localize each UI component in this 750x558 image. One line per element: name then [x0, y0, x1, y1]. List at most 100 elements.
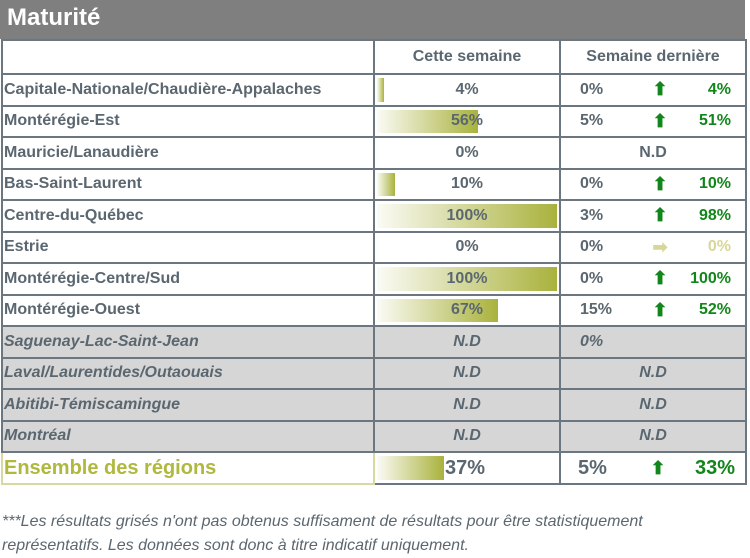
last-week-value: 0%: [580, 175, 604, 193]
progress-bar: [377, 204, 557, 228]
last-week-cell: 0%: [559, 325, 747, 359]
table-row: Montérégie-Ouest 67% 15% ⬆ 52%: [1, 293, 747, 327]
delta-value: 0%: [707, 238, 731, 256]
this-week-cell: N.D: [373, 388, 561, 422]
header-last-week: Semaine dernière: [559, 39, 747, 75]
this-week-value: N.D: [453, 395, 481, 413]
last-week-value: N.D: [639, 395, 667, 413]
progress-bar: [377, 456, 444, 480]
last-week-cell: 5% ⬆ 51%: [559, 104, 747, 138]
last-week-value: 0%: [580, 80, 604, 98]
this-week-value: 0%: [455, 238, 479, 256]
this-week-cell: N.D: [373, 356, 561, 390]
last-week-value: 0%: [580, 238, 604, 256]
table-row: Laval/Laurentides/Outaouais N.D N.D: [1, 356, 747, 390]
this-week-cell: 0%: [373, 136, 561, 170]
this-week-value: 4%: [455, 80, 479, 98]
header-region: [1, 39, 375, 75]
this-week-value: 67%: [450, 301, 484, 319]
this-week-cell: N.D: [373, 325, 561, 359]
this-week-cell: 100%: [373, 199, 561, 233]
last-week-cell: 3% ⬆ 98%: [559, 199, 747, 233]
this-week-cell: 37%: [373, 451, 561, 485]
this-week-cell: 4%: [373, 73, 561, 107]
arrow-right-icon: ➡: [652, 236, 668, 257]
this-week-value: N.D: [453, 427, 481, 445]
delta-value: 100%: [690, 269, 731, 287]
this-week-value: 56%: [450, 112, 484, 130]
progress-bar: [377, 78, 384, 102]
table-row: Estrie 0% 0% ➡ 0%: [1, 230, 747, 264]
last-week-value: N.D: [639, 427, 667, 445]
this-week-cell: 0%: [373, 230, 561, 264]
this-week-value: 10%: [450, 175, 484, 193]
last-week-group: 0%: [562, 328, 744, 356]
arrow-up-icon: ⬆: [652, 299, 668, 320]
page-title: Maturité: [7, 4, 101, 31]
last-week-group: 5% ⬆ 33%: [562, 454, 744, 482]
last-week-group: 15% ⬆ 52%: [562, 296, 744, 324]
this-week-cell: 56%: [373, 104, 561, 138]
last-week-cell: 0% ➡ 0%: [559, 230, 747, 264]
table-row: Montérégie-Centre/Sud 100% 0% ⬆ 100%: [1, 262, 747, 296]
table-row: Capitale-Nationale/Chaudière-Appalaches 4…: [1, 73, 747, 107]
this-week-value: 100%: [446, 206, 488, 224]
last-week-cell: N.D: [559, 388, 747, 422]
delta-value: 33%: [694, 456, 735, 479]
this-week-cell: N.D: [373, 419, 561, 453]
arrow-up-icon: ⬆: [652, 110, 668, 131]
maturity-table: Cette semaine Semaine dernière Capitale-…: [1, 39, 747, 485]
last-week-value: N.D: [639, 364, 667, 382]
table-row: Montréal N.D N.D: [1, 419, 747, 453]
last-week-cell: N.D: [559, 419, 747, 453]
header-this-week: Cette semaine: [373, 39, 561, 75]
region-cell: Bas-Saint-Laurent: [1, 167, 375, 201]
progress-bar: [377, 298, 498, 322]
this-week-cell: 100%: [373, 262, 561, 296]
delta-value: 98%: [698, 206, 731, 224]
this-week-value: N.D: [453, 332, 481, 350]
region-cell: Montérégie-Centre/Sud: [1, 262, 375, 296]
this-week-value: 37%: [445, 456, 486, 479]
this-week-cell: 67%: [373, 293, 561, 327]
arrow-up-icon: ⬆: [652, 173, 668, 194]
last-week-group: 5% ⬆ 51%: [562, 107, 744, 135]
table-row: Bas-Saint-Laurent 10% 0% ⬆ 10%: [1, 167, 747, 201]
region-cell: Montérégie-Est: [1, 104, 375, 138]
last-week-group: 3% ⬆ 98%: [562, 202, 744, 230]
last-week-cell: 0% ⬆ 100%: [559, 262, 747, 296]
last-week-value: 0%: [580, 332, 604, 350]
last-week-value: 0%: [580, 269, 604, 287]
table-row: Montérégie-Est 56% 5% ⬆ 51%: [1, 104, 747, 138]
region-cell: Montréal: [1, 419, 375, 453]
progress-bar: [377, 109, 478, 133]
last-week-value: N.D: [639, 143, 667, 161]
last-week-cell: 15% ⬆ 52%: [559, 293, 747, 327]
last-week-cell: 5% ⬆ 33%: [559, 451, 747, 485]
region-cell: Centre-du-Québec: [1, 199, 375, 233]
last-week-value: 5%: [578, 456, 607, 479]
region-cell: Mauricie/Lanaudière: [1, 136, 375, 170]
this-week-value: N.D: [453, 364, 481, 382]
last-week-cell: N.D: [559, 356, 747, 390]
progress-bar: [377, 172, 395, 196]
arrow-up-icon: ⬆: [652, 268, 668, 289]
arrow-up-icon: ⬆: [652, 79, 668, 100]
delta-value: 4%: [707, 80, 731, 98]
region-cell: Capitale-Nationale/Chaudière-Appalaches: [1, 73, 375, 107]
total-row: Ensemble des régions 37% 5% ⬆ 33%: [1, 451, 747, 485]
last-week-group: 0% ⬆ 4%: [562, 76, 744, 104]
title-bar: Maturité: [0, 0, 745, 39]
region-cell: Abitibi-Témiscamingue: [1, 388, 375, 422]
last-week-cell: 0% ⬆ 10%: [559, 167, 747, 201]
this-week-cell: 10%: [373, 167, 561, 201]
delta-value: 51%: [698, 112, 731, 130]
last-week-group: 0% ⬆ 10%: [562, 170, 744, 198]
this-week-value: 0%: [455, 143, 479, 161]
region-cell: Saguenay-Lac-Saint-Jean: [1, 325, 375, 359]
last-week-group: 0% ➡ 0%: [562, 233, 744, 261]
table-header-row: Cette semaine Semaine dernière: [1, 39, 747, 75]
delta-value: 52%: [698, 301, 731, 319]
delta-value: 10%: [698, 175, 731, 193]
table-row: Abitibi-Témiscamingue N.D N.D: [1, 388, 747, 422]
